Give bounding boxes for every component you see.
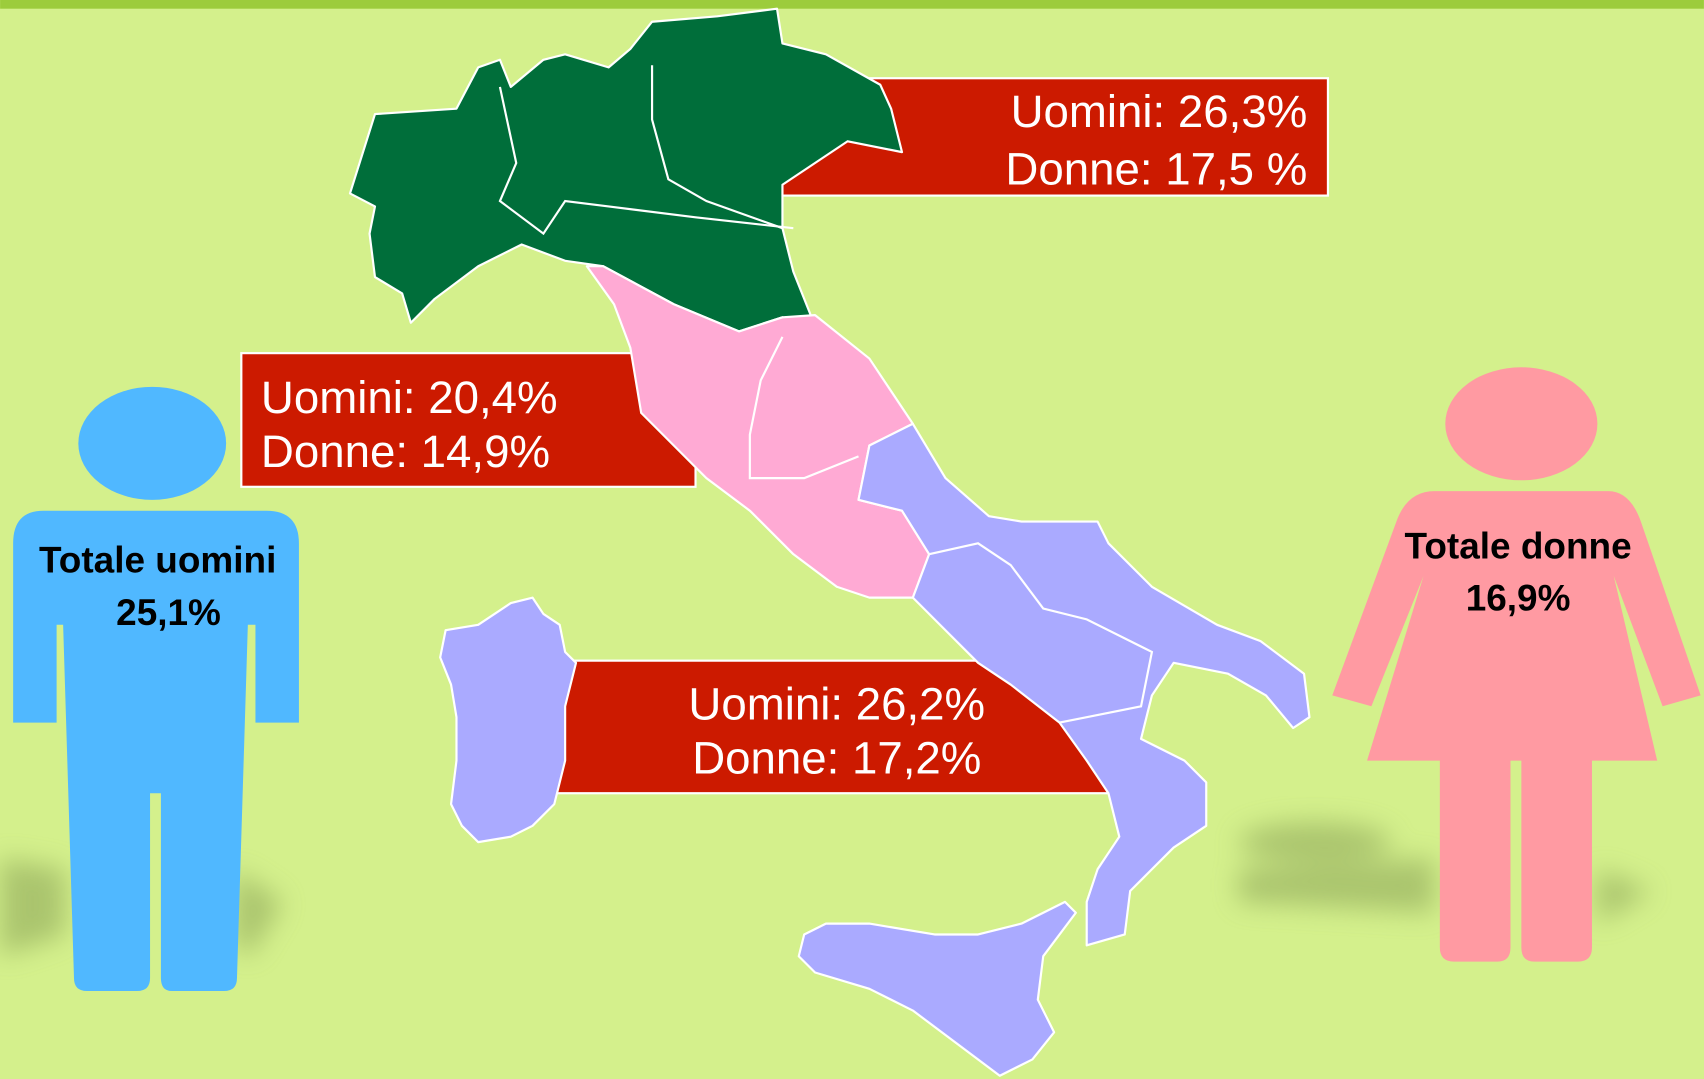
label-box-center (240, 352, 697, 488)
region-north (348, 7, 904, 333)
north-men: Uomini: 26,3% (1011, 86, 1308, 137)
sardinia (439, 596, 578, 844)
south-men: Uomini: 26,2% (688, 678, 985, 729)
women-total-value: 16,9% (1466, 578, 1571, 619)
region-borders (748, 336, 859, 480)
top-border (0, 0, 1704, 9)
region-borders (650, 65, 783, 230)
man-figure (13, 386, 299, 991)
shadows (0, 822, 1652, 957)
center-men: Uomini: 20,4% (261, 372, 558, 423)
men-total-value: 25,1% (116, 592, 221, 633)
italy-map (348, 7, 1311, 1077)
south-women: Donne: 17,2% (692, 733, 981, 784)
region-borders (498, 86, 794, 236)
region-south (857, 422, 1311, 947)
men-total-label: Totale uomini (39, 540, 276, 581)
women-total-label: Totale donne (1405, 526, 1632, 567)
north-women: Donne: 17,5 % (1005, 144, 1307, 195)
sicily (797, 900, 1077, 1077)
woman-figure (1332, 367, 1701, 962)
region-borders (928, 542, 1154, 724)
center-women: Donne: 14,9% (261, 426, 550, 477)
